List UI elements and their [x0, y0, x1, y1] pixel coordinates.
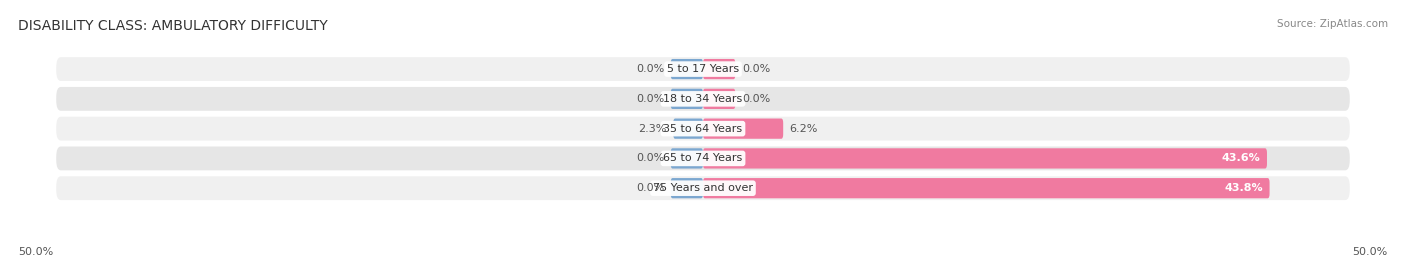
- Text: 0.0%: 0.0%: [636, 64, 664, 74]
- Text: 43.8%: 43.8%: [1225, 183, 1263, 193]
- Text: 0.0%: 0.0%: [742, 64, 770, 74]
- FancyBboxPatch shape: [703, 148, 1267, 169]
- Text: 50.0%: 50.0%: [18, 247, 53, 257]
- Text: 0.0%: 0.0%: [636, 153, 664, 163]
- Text: 35 to 64 Years: 35 to 64 Years: [664, 124, 742, 134]
- Text: 0.0%: 0.0%: [742, 94, 770, 104]
- Text: 75 Years and over: 75 Years and over: [652, 183, 754, 193]
- FancyBboxPatch shape: [671, 148, 703, 169]
- Text: 6.2%: 6.2%: [790, 124, 818, 134]
- Text: 0.0%: 0.0%: [636, 94, 664, 104]
- FancyBboxPatch shape: [56, 176, 1350, 200]
- Text: 43.6%: 43.6%: [1222, 153, 1261, 163]
- Text: 65 to 74 Years: 65 to 74 Years: [664, 153, 742, 163]
- Text: 18 to 34 Years: 18 to 34 Years: [664, 94, 742, 104]
- FancyBboxPatch shape: [56, 117, 1350, 140]
- FancyBboxPatch shape: [703, 118, 783, 139]
- FancyBboxPatch shape: [56, 147, 1350, 170]
- FancyBboxPatch shape: [671, 178, 703, 198]
- FancyBboxPatch shape: [671, 59, 703, 79]
- FancyBboxPatch shape: [56, 87, 1350, 111]
- Text: 50.0%: 50.0%: [1353, 247, 1388, 257]
- Text: Source: ZipAtlas.com: Source: ZipAtlas.com: [1277, 19, 1388, 29]
- Text: 0.0%: 0.0%: [636, 183, 664, 193]
- FancyBboxPatch shape: [703, 89, 735, 109]
- FancyBboxPatch shape: [673, 118, 703, 139]
- Text: DISABILITY CLASS: AMBULATORY DIFFICULTY: DISABILITY CLASS: AMBULATORY DIFFICULTY: [18, 19, 328, 33]
- FancyBboxPatch shape: [671, 89, 703, 109]
- FancyBboxPatch shape: [56, 57, 1350, 81]
- FancyBboxPatch shape: [703, 178, 1270, 198]
- FancyBboxPatch shape: [703, 59, 735, 79]
- Text: 5 to 17 Years: 5 to 17 Years: [666, 64, 740, 74]
- Text: 2.3%: 2.3%: [638, 124, 666, 134]
